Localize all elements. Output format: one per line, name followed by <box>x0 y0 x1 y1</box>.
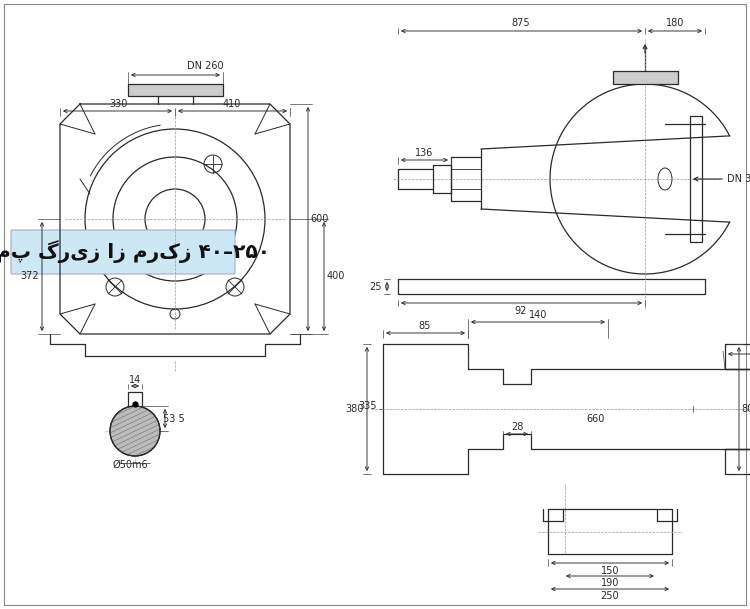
Text: 372: 372 <box>21 271 39 281</box>
Bar <box>613 71 678 84</box>
Text: 400: 400 <box>327 271 345 281</box>
Text: پمپ گریز از مرکز ۴۰–۲۵۰: پمپ گریز از مرکز ۴۰–۲۵۰ <box>0 241 270 264</box>
Bar <box>690 116 702 242</box>
Text: 380: 380 <box>346 404 364 414</box>
Bar <box>128 84 223 96</box>
Text: 150: 150 <box>601 566 619 576</box>
Text: 800: 800 <box>742 404 750 414</box>
Text: DN 300: DN 300 <box>727 174 750 184</box>
FancyBboxPatch shape <box>11 230 235 274</box>
Text: 190: 190 <box>601 578 619 588</box>
Text: 140: 140 <box>529 310 548 320</box>
Text: 600: 600 <box>310 214 329 224</box>
Text: 28: 28 <box>511 422 524 432</box>
Text: 85: 85 <box>419 321 431 331</box>
Text: 410: 410 <box>223 99 242 109</box>
Text: 92: 92 <box>514 306 527 316</box>
Text: 875: 875 <box>512 18 530 28</box>
Text: 136: 136 <box>415 148 434 158</box>
Text: DN 260: DN 260 <box>187 61 224 71</box>
Text: 660: 660 <box>586 414 605 424</box>
Text: 14: 14 <box>129 375 141 385</box>
Text: 25: 25 <box>370 282 382 292</box>
Text: 180: 180 <box>666 18 684 28</box>
Text: 250: 250 <box>601 591 619 601</box>
Text: 335: 335 <box>358 401 377 411</box>
Circle shape <box>110 406 160 456</box>
Text: 53 5: 53 5 <box>164 414 184 424</box>
Text: 330: 330 <box>109 99 128 109</box>
Text: Ø50m6: Ø50m6 <box>112 460 148 470</box>
